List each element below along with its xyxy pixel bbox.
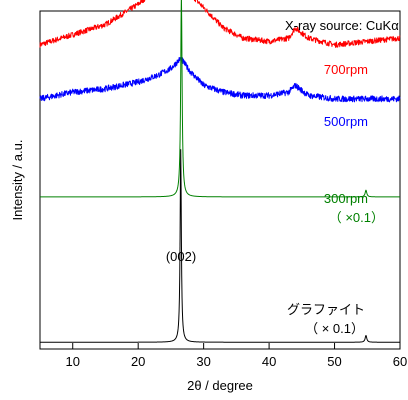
series-layer	[39, 0, 401, 343]
series-line-グラファイト	[39, 149, 401, 343]
plot-frame	[39, 10, 401, 350]
series-label-300rpm: 300rpm	[324, 191, 368, 206]
x-axis-ticks: 10 20 30 40 50 60	[65, 343, 407, 369]
x-tick-label: 50	[327, 354, 341, 369]
series-line-500rpm	[39, 56, 401, 103]
x-tick-label: 10	[65, 354, 79, 369]
x-tick-label: 30	[196, 354, 210, 369]
y-axis-label: Intensity / a.u.	[10, 140, 25, 221]
series-label-700rpm: 700rpm	[324, 62, 368, 77]
series-label-graphite-scale: （ × 0.1）	[305, 321, 364, 336]
series-label-300rpm-scale: （ ×0.1）	[329, 210, 384, 225]
series-line-300rpm	[39, 0, 401, 198]
x-tick-label: 40	[262, 354, 276, 369]
x-tick-label: 60	[393, 354, 407, 369]
x-axis-label: 2θ / degree	[187, 378, 253, 393]
source-annotation: X-ray source: CuKα	[285, 18, 399, 33]
peak-label-002: (002)	[166, 249, 196, 264]
x-tick-label: 20	[131, 354, 145, 369]
series-label-graphite: グラファイト	[287, 302, 365, 317]
series-label-500rpm: 500rpm	[324, 114, 368, 129]
series-line-700rpm	[39, 0, 401, 48]
